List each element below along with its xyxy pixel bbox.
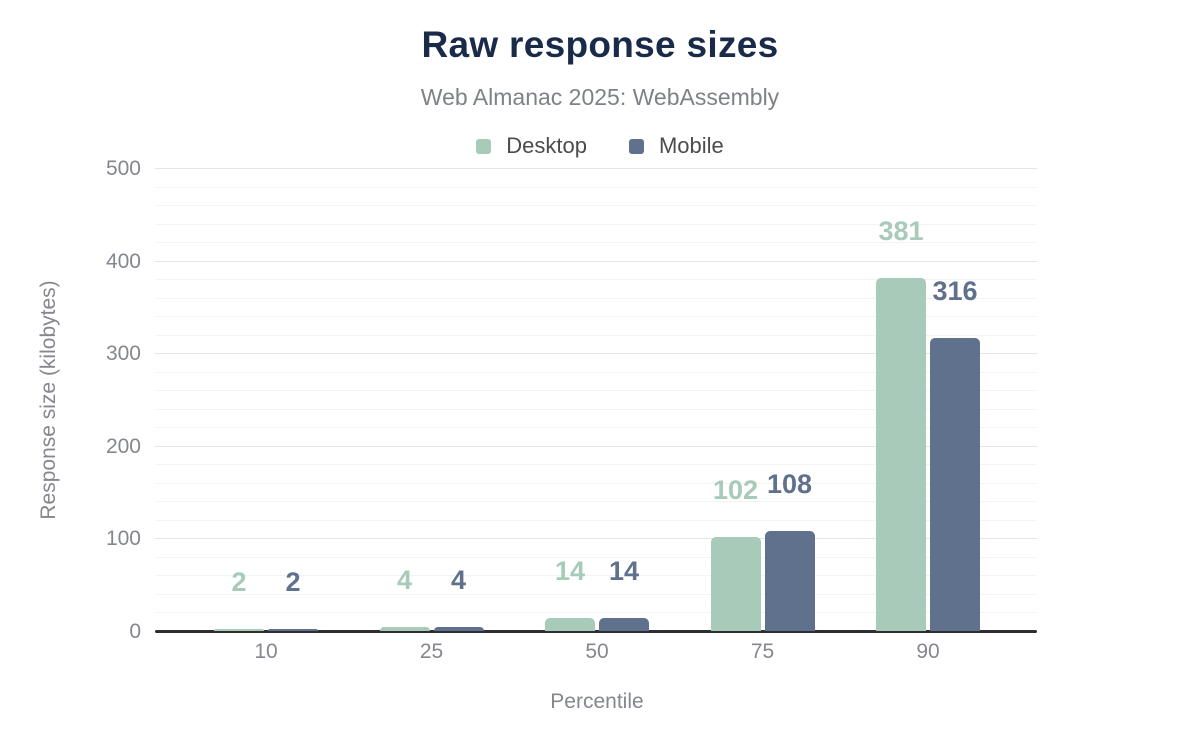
bar-label-mobile-p75: 108 xyxy=(766,468,813,499)
x-axis-title: Percentile xyxy=(550,690,644,713)
x-tick-label-p50: 50 xyxy=(585,640,609,663)
gridline-minor xyxy=(155,556,1037,558)
gridline-minor xyxy=(155,279,1037,281)
gridline-minor xyxy=(155,612,1037,614)
gridline-major xyxy=(155,260,1037,262)
gridline-minor xyxy=(155,223,1037,225)
x-tick-label-p90: 90 xyxy=(916,640,940,663)
gridline-minor xyxy=(155,575,1037,577)
gridline-minor xyxy=(155,242,1037,244)
y-tick-label-200: 200 xyxy=(105,434,141,458)
bar-label-mobile-p50: 14 xyxy=(608,556,640,587)
y-tick-label-300: 300 xyxy=(105,342,141,366)
gridline-minor xyxy=(155,464,1037,466)
gridline-minor xyxy=(155,427,1037,429)
bar-desktop-p10[interactable] xyxy=(214,629,264,631)
gridline-major xyxy=(155,445,1037,447)
legend-swatch-mobile xyxy=(628,138,644,154)
gridline-major xyxy=(155,168,1037,169)
gridline-minor xyxy=(155,390,1037,392)
gridline-minor xyxy=(155,501,1037,503)
bar-mobile-p50[interactable] xyxy=(599,618,649,631)
gridline-minor xyxy=(155,334,1037,336)
chart-subtitle: Web Almanac 2025: WebAssembly xyxy=(420,84,780,110)
x-tick-label-p10: 10 xyxy=(254,640,278,663)
bar-desktop-p50[interactable] xyxy=(545,618,595,631)
bar-label-mobile-p25: 4 xyxy=(450,565,467,596)
gridline-minor xyxy=(155,408,1037,410)
bar-desktop-p25[interactable] xyxy=(379,627,430,631)
gridline-major xyxy=(155,538,1037,540)
bar-mobile-p75[interactable] xyxy=(764,530,815,631)
gridline-minor xyxy=(155,316,1037,318)
bar-label-desktop-p90: 381 xyxy=(878,216,924,247)
gridline-minor xyxy=(155,519,1037,521)
bar-label-mobile-p10: 2 xyxy=(285,567,301,598)
gridline-minor xyxy=(155,482,1037,484)
gridline-minor xyxy=(155,593,1037,595)
y-tick-label-400: 400 xyxy=(105,249,141,273)
x-axis-line xyxy=(155,629,1037,633)
legend: Desktop Mobile xyxy=(0,133,1200,159)
gridline-minor xyxy=(155,186,1037,188)
gridline-major xyxy=(155,353,1037,355)
chart-title: Raw response sizes xyxy=(421,24,779,65)
gridline-minor xyxy=(155,371,1037,373)
bar-label-desktop-p25: 4 xyxy=(396,565,413,596)
x-tick-label-p25: 25 xyxy=(419,640,444,663)
legend-label-mobile: Mobile xyxy=(658,133,724,158)
bar-label-desktop-p75: 102 xyxy=(712,474,759,505)
legend-item-desktop[interactable]: Desktop xyxy=(476,133,587,159)
bar-label-desktop-p10: 2 xyxy=(231,567,247,598)
y-tick-label-0: 0 xyxy=(129,620,141,643)
x-tick-label-p75: 75 xyxy=(750,640,775,663)
gridline-minor xyxy=(155,297,1037,299)
bar-desktop-p90[interactable] xyxy=(876,278,926,631)
y-tick-label-500: 500 xyxy=(105,157,141,180)
bar-label-desktop-p50: 14 xyxy=(554,556,586,587)
bar-mobile-p25[interactable] xyxy=(433,627,484,631)
bar-label-mobile-p90: 316 xyxy=(932,276,978,307)
y-axis-title: Response size (kilobytes) xyxy=(37,280,60,520)
bar-mobile-p10[interactable] xyxy=(268,629,318,631)
bar-desktop-p75[interactable] xyxy=(710,536,761,631)
legend-label-desktop: Desktop xyxy=(506,133,587,158)
legend-item-mobile[interactable]: Mobile xyxy=(628,133,724,159)
y-tick-label-100: 100 xyxy=(105,527,141,551)
legend-swatch-desktop xyxy=(476,138,492,154)
gridline-minor xyxy=(155,205,1037,207)
bar-mobile-p90[interactable] xyxy=(930,338,980,631)
